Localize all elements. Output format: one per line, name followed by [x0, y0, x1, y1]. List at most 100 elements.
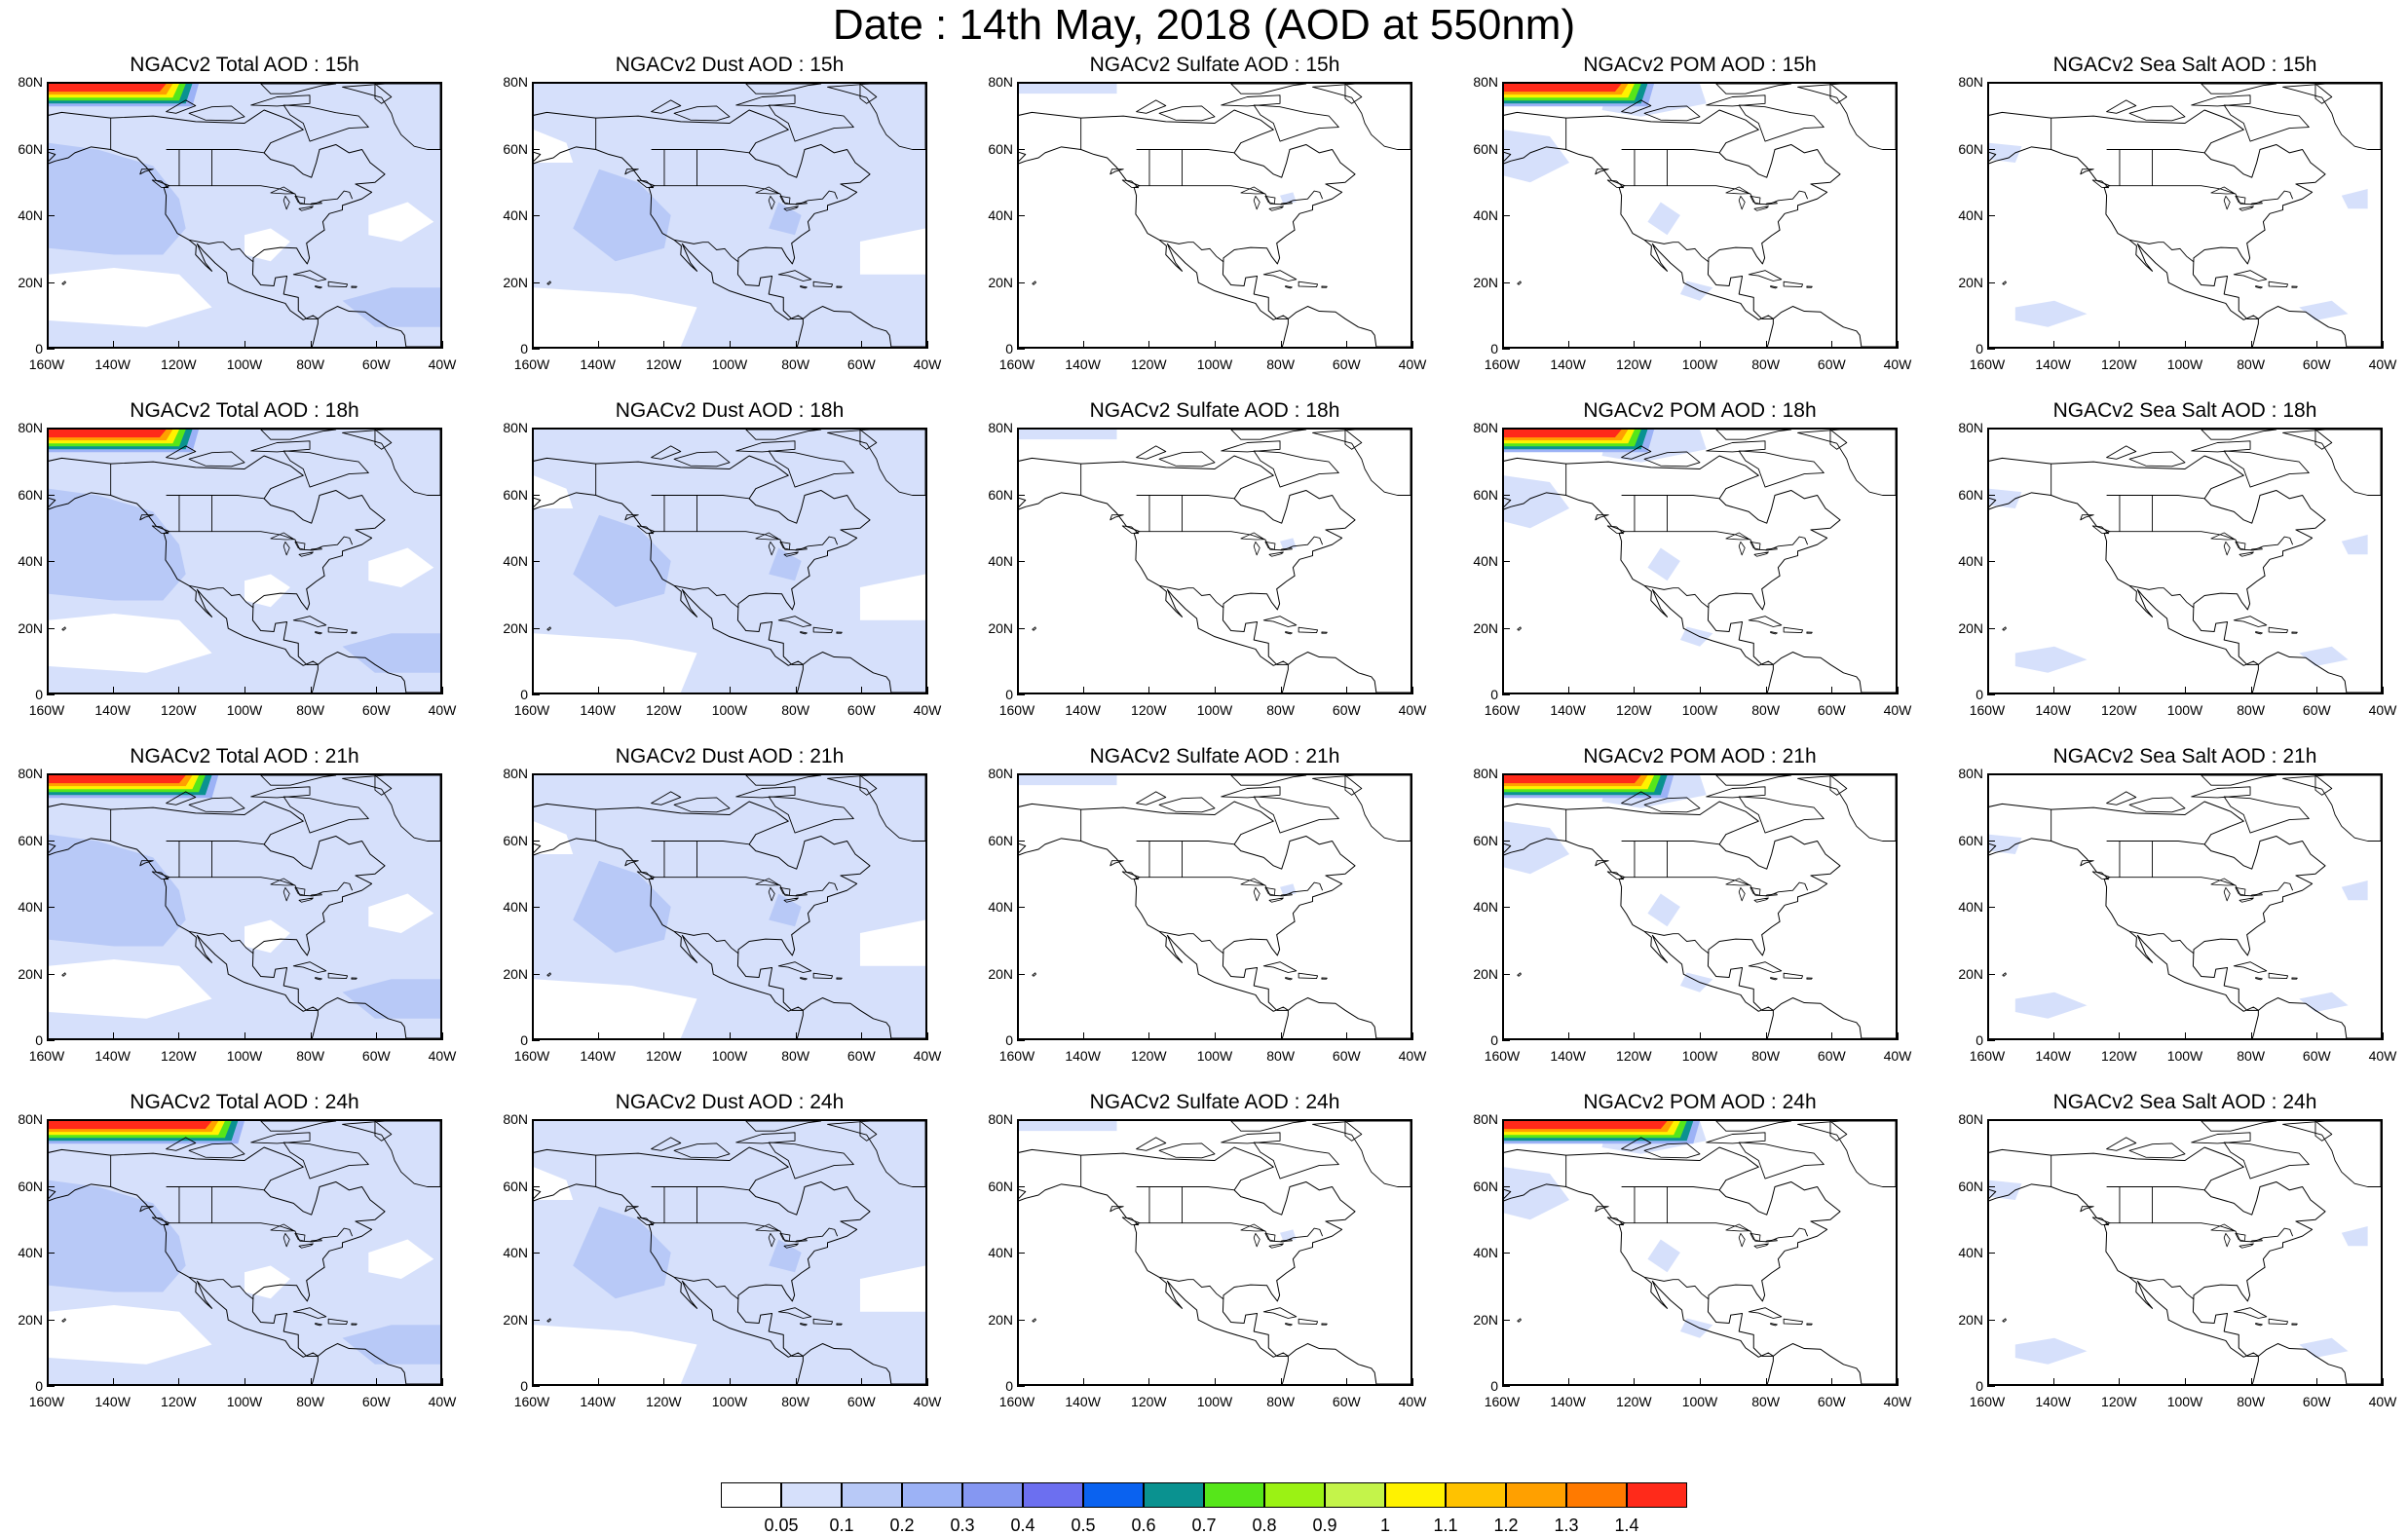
lon-tick: [795, 341, 797, 349]
lon-tick: [1700, 1378, 1701, 1386]
coastline-south-america: [1281, 1343, 1411, 1384]
lat-tick-label: 60N: [1958, 832, 1983, 848]
political-border: [1158, 1276, 1224, 1300]
coastline-island: [2080, 1206, 2094, 1213]
lat-tick: [1987, 215, 1995, 216]
political-border: [1643, 584, 1710, 609]
coastline-north-america: [1019, 455, 1356, 666]
lat-tick: [1017, 1119, 1025, 1120]
lon-tick-label: 120W: [646, 356, 682, 372]
lat-tick: [1502, 1319, 1510, 1321]
lat-tick-label: 40N: [18, 1245, 43, 1260]
map-frame: [1017, 428, 1412, 694]
aod-shaded-region: [1679, 281, 1713, 301]
lat-tick: [1502, 1119, 1510, 1120]
coastline-island: [1517, 626, 1522, 631]
lon-tick: [1215, 1378, 1216, 1386]
coastline-island: [139, 514, 154, 521]
coastline-island: [636, 525, 655, 535]
map-panel-dust-15h: NGACv2 Dust AOD : 15h 80N 60N 40N 20N 0 160W 14…: [485, 53, 972, 384]
political-border: [1136, 495, 1235, 500]
aod-plume-band: [49, 775, 186, 784]
lat-tick: [532, 215, 540, 216]
coastline-island: [1285, 285, 1293, 289]
lat-tick: [47, 1185, 55, 1187]
coastline-island: [315, 1323, 322, 1327]
lon-tick-label: 60W: [2302, 1394, 2331, 1409]
political-border: [1624, 531, 1809, 551]
lon-tick-label: 160W: [1484, 356, 1521, 372]
map-frame: [47, 428, 442, 694]
lat-tick: [1987, 773, 1995, 774]
lat-tick-label: 60N: [988, 486, 1013, 503]
lon-tick-label: 160W: [1969, 1048, 2006, 1064]
lon-tick: [730, 1032, 731, 1040]
lat-tick-label: 0: [35, 1378, 43, 1394]
lon-tick-label: 120W: [2101, 1048, 2137, 1064]
coastline-island: [61, 626, 66, 631]
lon-tick-label: 140W: [94, 1048, 131, 1064]
political-border: [1136, 149, 1235, 154]
colorbar-tick-label: 0.3: [950, 1516, 975, 1535]
colorbar-swatch: [1566, 1482, 1627, 1508]
lat-tick: [1987, 494, 1995, 496]
map-frame: [1987, 428, 2383, 694]
lon-tick-label: 140W: [580, 356, 616, 372]
lon-tick: [112, 341, 114, 349]
lon-tick: [2383, 1032, 2384, 1040]
map-frame: [1502, 428, 1898, 694]
lon-tick: [2383, 687, 2384, 694]
colorbar-swatch: [1506, 1482, 1566, 1508]
lat-tick-label: 40N: [988, 553, 1013, 569]
lat-tick: [47, 215, 55, 216]
lat-tick: [1017, 561, 1025, 562]
political-border: [1158, 239, 1224, 263]
great-lake-outline: [1765, 1239, 1778, 1243]
lon-tick-label: 140W: [94, 702, 131, 718]
great-lake-outline: [2223, 1232, 2231, 1248]
coastline-island: [1829, 430, 1848, 450]
lat-tick: [1017, 82, 1025, 83]
coastline-island: [2291, 631, 2298, 634]
aod-shaded-region: [534, 1325, 697, 1384]
panel-title: NGACv2 POM AOD : 15h: [1583, 54, 1817, 76]
coastline-island: [546, 972, 551, 977]
coastline-island: [859, 1121, 878, 1142]
coastline-island: [1706, 440, 1766, 453]
map-panel-seasalt-21h: NGACv2 Sea Salt AOD : 21h 80N 60N 40N 20N 0 16…: [1940, 744, 2408, 1075]
aod-map: [1019, 1121, 1411, 1384]
lon-tick: [1280, 1378, 1282, 1386]
political-border: [654, 185, 839, 206]
lon-tick-label: 160W: [28, 356, 65, 372]
lat-tick-label: 60N: [988, 832, 1013, 848]
lat-tick: [1987, 694, 1995, 695]
aod-shaded-region: [49, 834, 186, 947]
lat-tick: [1987, 1386, 1995, 1387]
political-border: [188, 930, 254, 955]
lat-tick-label: 0: [1975, 687, 1983, 702]
lat-tick-label: 80N: [1473, 74, 1498, 90]
lon-tick-label: 80W: [296, 1394, 325, 1409]
lon-tick: [178, 1032, 180, 1040]
lon-tick: [532, 1378, 533, 1386]
lon-tick-label: 120W: [1131, 356, 1167, 372]
coastline-south-america: [1766, 1343, 1896, 1384]
aod-shaded-region: [573, 168, 671, 262]
coastline-island: [2223, 1142, 2310, 1179]
lat-tick-label: 40N: [503, 553, 528, 569]
political-border: [651, 495, 750, 500]
coastline-island: [624, 1206, 639, 1213]
lon-tick-label: 40W: [2368, 1048, 2397, 1064]
lon-tick-label: 40W: [1883, 1048, 1912, 1064]
lon-tick: [2185, 1378, 2186, 1386]
lon-tick: [112, 1032, 114, 1040]
panel-title: NGACv2 Sea Salt AOD : 21h: [2052, 745, 2317, 768]
lon-tick-label: 120W: [2101, 702, 2137, 718]
coastline-island: [2282, 84, 2381, 150]
great-lake-outline: [310, 1239, 322, 1243]
coastline-island: [1321, 1323, 1328, 1326]
lat-tick: [1987, 627, 1995, 629]
coastline-north-america: [1989, 1146, 2326, 1358]
lon-tick-label: 60W: [1332, 1394, 1361, 1409]
